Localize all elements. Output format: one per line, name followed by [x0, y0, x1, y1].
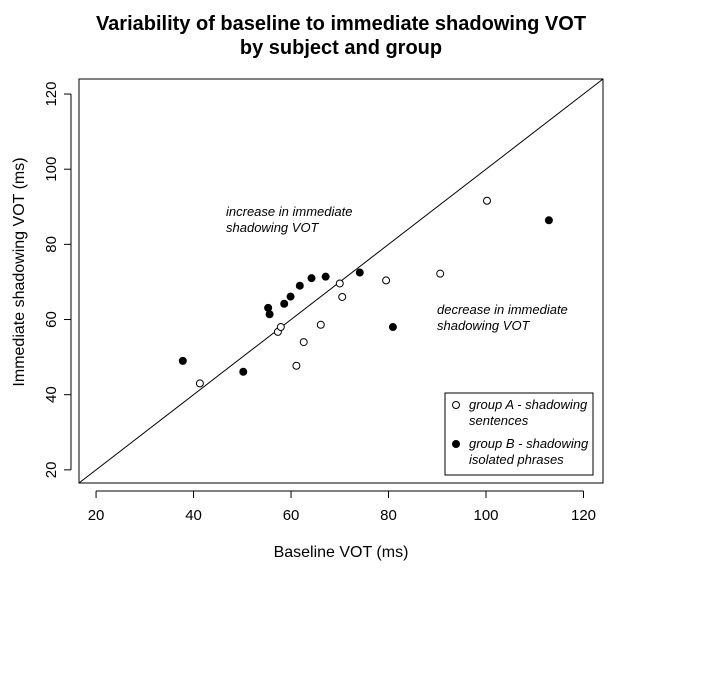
x-tick-label: 80: [380, 507, 397, 524]
group-a-point: [299, 338, 308, 347]
x-tick-label: 40: [185, 507, 202, 524]
group-b-point: [321, 272, 330, 281]
legend-label-group-a-line-1: group A - shadowing: [469, 397, 588, 412]
legend: group A - shadowing sentences group B - …: [444, 392, 594, 476]
group-a-point: [292, 361, 301, 370]
y-axis-label: Immediate shadowing VOT (ms): [11, 157, 28, 386]
group-b-point: [239, 367, 248, 376]
legend-label-group-b-line-2: isolated phrases: [469, 452, 564, 467]
y-tick-label: 20: [43, 462, 60, 479]
y-tick-label: 60: [43, 311, 60, 328]
x-tick-label: 120: [571, 507, 596, 524]
y-tick-label: 40: [43, 386, 60, 403]
annotation-increase-line-2: shadowing VOT: [226, 220, 320, 235]
group-b-point: [264, 303, 273, 312]
group-a-point: [316, 320, 325, 329]
annotation-decrease-line-2: shadowing VOT: [437, 318, 531, 333]
legend-label-group-b-line-1: group B - shadowing: [469, 436, 589, 451]
group-b-point: [178, 356, 187, 365]
legend-marker-group-a: [452, 401, 460, 409]
group-a-point: [436, 269, 445, 278]
legend-label-group-a-line-2: sentences: [469, 413, 529, 428]
group-b-point: [307, 274, 316, 283]
group-b-point: [544, 216, 553, 225]
group-b-point: [265, 310, 274, 319]
y-axis: 20 40 60 80 100 120: [43, 82, 72, 479]
group-b-point: [295, 281, 304, 290]
annotation-decrease-line-1: decrease in immediate: [437, 302, 568, 317]
group-b-point: [280, 299, 289, 308]
y-tick-label: 120: [43, 82, 60, 107]
x-axis: 20 40 60 80 100 120: [88, 490, 596, 524]
x-axis-label: Baseline VOT (ms): [274, 544, 409, 561]
x-tick-label: 60: [283, 507, 300, 524]
data-points: [178, 196, 553, 388]
y-tick-label: 100: [43, 157, 60, 182]
group-b-point: [286, 292, 295, 301]
group-a-point: [335, 279, 344, 288]
group-a-point: [195, 379, 204, 388]
x-tick-label: 20: [88, 507, 105, 524]
annotation-increase-line-1: increase in immediate: [226, 204, 352, 219]
group-b-point: [388, 323, 397, 332]
legend-marker-group-b: [452, 440, 460, 448]
y-tick-label: 80: [43, 236, 60, 253]
chart-title-line-2: by subject and group: [240, 37, 442, 59]
group-a-point: [338, 292, 347, 301]
plot-frame: [78, 78, 604, 484]
group-a-point: [276, 323, 285, 332]
legend-box: [444, 392, 594, 476]
group-b-point: [355, 268, 364, 277]
group-a-point: [482, 196, 491, 205]
group-a-point: [382, 276, 391, 285]
x-tick-label: 100: [473, 507, 498, 524]
chart-title-line-1: Variability of baseline to immediate sha…: [96, 13, 586, 35]
